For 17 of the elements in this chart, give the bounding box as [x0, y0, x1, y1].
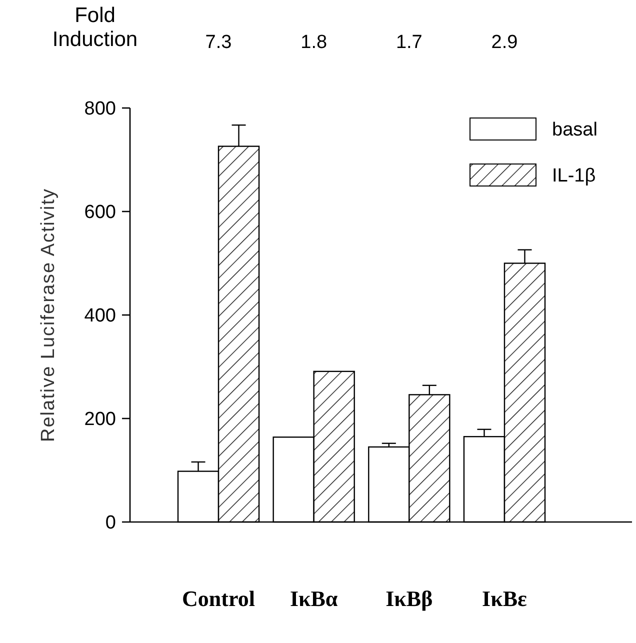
text: 2.9: [491, 32, 518, 53]
x-tick-label: IκBβ: [386, 586, 433, 611]
text: 7.3: [205, 32, 232, 53]
y-tick-label: 400: [84, 306, 116, 327]
x-tick-label: IκBε: [482, 586, 527, 611]
legend-label: basal: [552, 120, 598, 141]
y-tick-label: 0: [105, 512, 116, 534]
y-tick-label: 800: [84, 98, 116, 120]
x-tick-label: IκBα: [290, 586, 338, 611]
x-tick-label: Control: [182, 586, 255, 611]
text: 1.7: [396, 32, 422, 53]
y-axis-title: Relative Luciferase Activity: [38, 188, 59, 442]
text: Fold Induction: [52, 4, 138, 51]
y-tick-label: 200: [84, 409, 116, 430]
y-tick-label: 600: [84, 202, 116, 224]
legend-label: IL-1β: [552, 166, 596, 187]
text: 1.8: [300, 32, 328, 53]
